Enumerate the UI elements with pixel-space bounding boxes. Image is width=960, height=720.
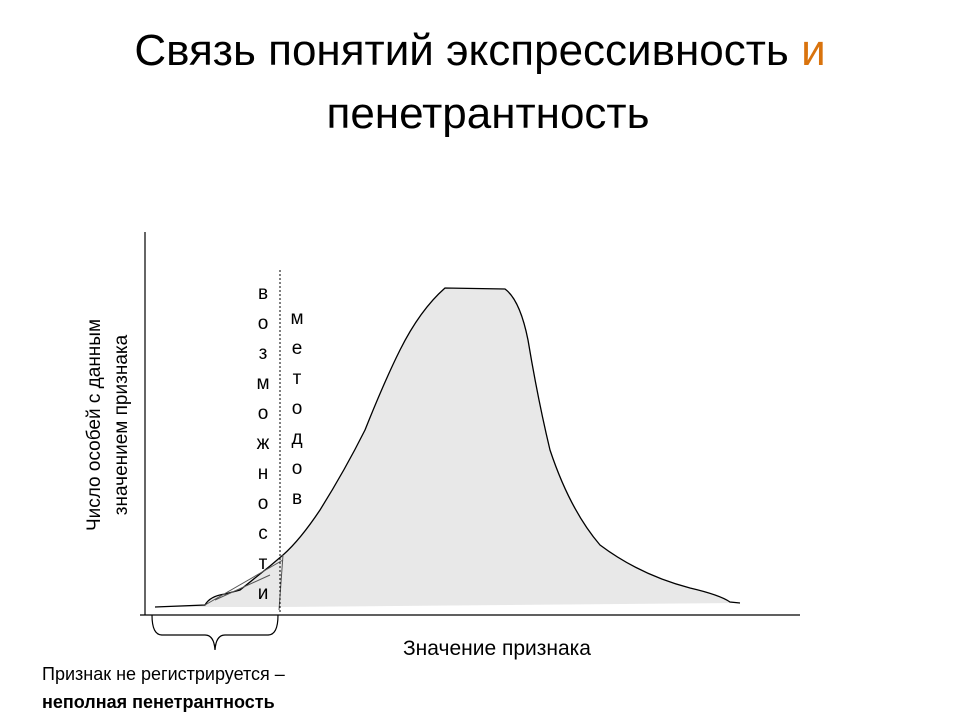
x-axis-label: Значение признака	[403, 637, 591, 660]
limit-word: возможности	[253, 283, 274, 613]
y-axis-label-2: значением признака	[111, 334, 132, 515]
brace	[151, 614, 279, 651]
distribution-curve	[154, 287, 741, 608]
distribution-area	[155, 288, 740, 607]
title-main: Связь понятий экспрессивность	[134, 26, 789, 75]
caption-line1: Признак не регистрируется –	[42, 664, 285, 684]
title-line2: пенетрантность	[327, 89, 650, 138]
y-axis-label-1: Число особей с данным	[84, 319, 105, 531]
hidden-region-lines	[204, 554, 284, 611]
title-line1: Связь понятий экспрессивность и	[134, 26, 825, 75]
limit-word: методов	[287, 308, 308, 518]
title-conjunction: и	[801, 26, 826, 75]
caption-line2: неполная пенетрантность	[42, 692, 275, 712]
